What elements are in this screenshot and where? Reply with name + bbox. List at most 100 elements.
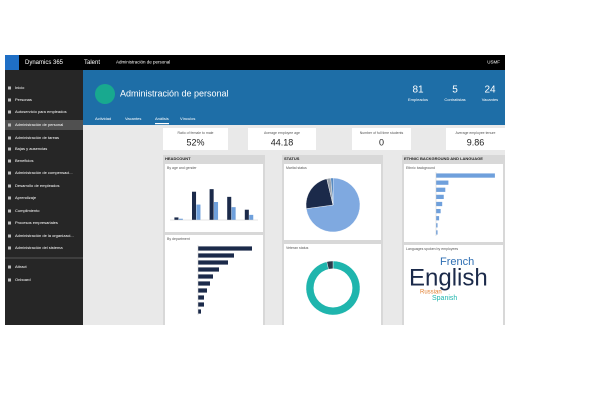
nav-item[interactable]: Cumplimiento <box>15 208 40 213</box>
panel-title: HEADCOUNT <box>165 156 191 161</box>
panel-title: ETHNIC BACKGROUND AND LANGUAGE <box>404 156 483 161</box>
chart-subtitle: By age and gender <box>167 166 197 170</box>
pie-slice <box>305 178 334 209</box>
bar <box>198 288 207 293</box>
stat-value: 5 <box>452 85 458 96</box>
header <box>83 70 505 125</box>
bar <box>244 209 249 220</box>
bar <box>436 223 438 228</box>
stat-label: Contratistas <box>444 97 465 102</box>
nav-icon <box>8 123 11 127</box>
pie-slice <box>330 177 334 206</box>
bar <box>436 187 446 192</box>
kpi-value: 0 <box>379 137 384 147</box>
nav-icon <box>8 196 11 200</box>
app-name: Talent <box>84 60 100 66</box>
nav-icon <box>8 221 11 225</box>
chart-card <box>404 245 503 325</box>
bar <box>178 218 183 220</box>
chart-subtitle: Marital status <box>286 166 307 170</box>
bar <box>436 201 443 207</box>
kpi-card <box>248 128 316 150</box>
nav-item[interactable]: Administración del sistema <box>15 245 63 250</box>
nav-item[interactable]: Administración de compensaci... <box>15 170 73 175</box>
nav-item[interactable]: Personas <box>15 97 32 102</box>
nav-item[interactable]: Autoservicio para empleados <box>15 109 67 114</box>
kpi-value: 44.18 <box>271 137 294 147</box>
nav-item[interactable]: Administración de la organizaci... <box>15 233 74 238</box>
bar <box>227 196 232 220</box>
bar <box>198 246 252 251</box>
stat-label: Empleados <box>408 97 428 102</box>
bar <box>192 191 197 220</box>
kpi-card <box>446 128 505 150</box>
bar <box>198 253 234 258</box>
chart-subtitle: By department <box>167 237 190 241</box>
nav-selected <box>5 120 83 130</box>
bar <box>436 194 444 200</box>
kpi-label: Average employee age <box>264 131 300 135</box>
nav-item[interactable]: Desarrollo de empleados <box>15 183 59 188</box>
bar <box>436 216 440 221</box>
bar <box>436 230 438 235</box>
chart-subtitle: Ethnic background <box>406 166 435 170</box>
nav-item[interactable]: Aprendizaje <box>15 195 37 200</box>
nav-icon <box>8 184 11 188</box>
tab[interactable]: Vacantes <box>125 116 141 121</box>
top-bar <box>5 55 505 70</box>
bar <box>249 214 254 220</box>
nav-pane <box>5 70 83 325</box>
word: English <box>409 264 488 291</box>
tab[interactable]: Vínculos <box>180 116 195 121</box>
bar <box>198 260 228 265</box>
nav-item[interactable]: Onboard <box>15 277 31 282</box>
word: Russian <box>420 290 442 296</box>
nav-icon <box>8 159 11 163</box>
company: USMF <box>487 60 500 65</box>
nav-item[interactable]: Attract <box>15 264 27 269</box>
nav-item[interactable]: Beneficios <box>15 158 33 163</box>
bar <box>209 189 214 220</box>
panel-title: STATUS <box>284 156 300 161</box>
product-name[interactable]: Dynamics 365 <box>25 60 64 66</box>
bar <box>196 204 201 220</box>
menu-button[interactable] <box>5 55 19 70</box>
nav-icon <box>8 147 11 151</box>
kpi-card <box>163 128 228 150</box>
tab[interactable]: Análisis <box>155 116 169 121</box>
donut-hole <box>313 268 353 308</box>
nav-icon <box>8 136 11 140</box>
bar <box>436 208 441 214</box>
chart-subtitle: Languages spoken by employees <box>406 247 458 251</box>
nav-icon <box>8 209 11 213</box>
bar <box>174 217 179 220</box>
tab-underline <box>155 123 169 125</box>
bar <box>198 274 213 279</box>
page-title: Administración de personal <box>120 88 229 98</box>
kpi-label: Ratio of female to male <box>178 131 214 135</box>
nav-item[interactable]: Inicio <box>15 85 25 90</box>
nav-icon <box>8 110 11 114</box>
chart-card <box>165 164 263 232</box>
bar <box>436 173 495 178</box>
word: Spanish <box>432 295 457 302</box>
nav-item[interactable]: Bajas y ausencias <box>15 146 47 151</box>
word: French <box>440 256 474 268</box>
nav-item[interactable]: Procesos empresariales <box>15 220 58 225</box>
bar <box>198 281 210 286</box>
nav-icon <box>8 234 11 238</box>
bar <box>198 309 201 314</box>
stat-value: 81 <box>412 85 424 96</box>
nav-item[interactable]: Administración de personal <box>15 122 63 127</box>
tab[interactable]: Actividad <box>95 116 111 121</box>
nav-item[interactable]: Administración de tareas <box>15 135 59 140</box>
nav-icon <box>8 265 11 269</box>
bar <box>214 202 219 220</box>
kpi-label: Average employee tenure <box>455 131 495 135</box>
kpi-card <box>352 128 411 150</box>
kpi-value: 52% <box>186 137 204 147</box>
bar <box>231 207 236 220</box>
nav-icon <box>8 171 11 175</box>
kpi-value: 9.86 <box>467 137 485 147</box>
